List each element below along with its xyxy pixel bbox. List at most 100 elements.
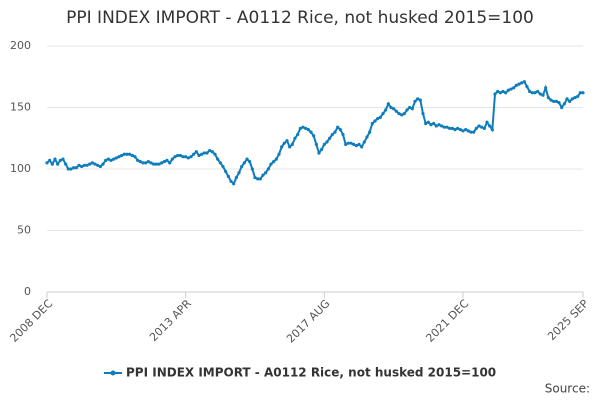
point [208,148,212,153]
point [85,163,89,167]
point [80,164,84,169]
point [541,93,545,97]
point [229,179,233,183]
point [125,152,129,156]
point [149,161,153,165]
point [56,162,60,166]
line [46,80,583,186]
point [170,157,174,161]
point [362,140,366,144]
point [144,161,148,165]
point [490,128,494,132]
y-tick-label: 0 [24,285,31,298]
point [389,105,393,110]
point [488,124,492,128]
point [288,145,292,149]
point [442,125,446,129]
point [546,96,550,100]
point [469,130,473,134]
point [141,161,145,165]
point [533,91,537,95]
point [240,164,244,169]
point [370,121,374,126]
point [522,80,526,84]
point [400,113,404,117]
point [210,150,214,154]
point [410,107,414,111]
point [50,162,54,166]
point [282,141,286,145]
point [96,163,100,167]
point [573,96,577,100]
point [184,155,188,159]
point [77,163,81,167]
x-tick-label: 2017 AUG [284,297,333,346]
point [154,162,158,166]
point [496,89,500,94]
point [274,157,278,161]
point [474,126,478,131]
y-tick-label: 150 [10,101,31,114]
point [338,128,342,132]
point [341,132,345,137]
point [280,145,284,149]
point [386,102,390,106]
point [66,167,70,171]
point [117,155,121,159]
point [264,171,268,175]
point [306,128,310,132]
point [482,126,486,131]
point [202,151,206,155]
point [304,126,308,131]
point [413,99,417,103]
point [528,89,532,94]
point [432,121,436,126]
point [213,152,217,156]
point [242,161,246,165]
point [453,128,457,132]
y-tick-label: 200 [10,39,31,52]
point [344,142,348,146]
point [472,130,476,134]
point [538,92,542,96]
point [544,86,548,90]
point [205,151,209,155]
point [136,158,140,162]
point [301,125,305,129]
point [106,157,110,161]
point [336,125,340,129]
point [277,152,281,156]
point [373,119,377,123]
point [397,112,401,116]
point [120,153,124,158]
point [221,164,225,169]
point [192,152,196,156]
point [128,152,132,156]
point [248,160,252,164]
point [226,174,230,178]
point [216,157,220,161]
point [88,162,92,166]
point [501,89,505,94]
point [458,128,462,132]
point [266,167,270,171]
point [557,100,561,105]
point [245,157,249,161]
point [133,155,137,159]
point [112,157,116,161]
point [520,81,524,85]
point [506,88,510,92]
point [333,130,337,134]
point [293,136,297,140]
point [186,156,190,160]
point [325,140,329,144]
point [74,166,78,170]
point [261,173,265,177]
point [562,102,566,106]
point [461,129,465,133]
point [269,162,273,166]
point [109,158,113,162]
point [256,177,260,181]
